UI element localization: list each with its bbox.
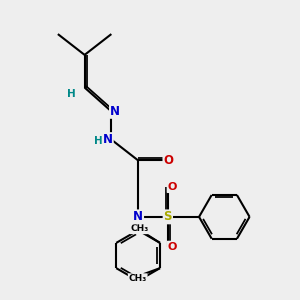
Text: S: S (164, 210, 172, 224)
Text: N: N (133, 210, 143, 224)
Text: CH₃: CH₃ (129, 274, 147, 283)
Text: N: N (103, 133, 113, 146)
Text: O: O (168, 242, 177, 252)
Text: N: N (110, 105, 120, 118)
Text: H: H (67, 88, 76, 98)
Text: H: H (94, 136, 102, 146)
Text: CH₃: CH₃ (130, 224, 148, 233)
Text: O: O (164, 154, 173, 167)
Text: O: O (168, 182, 177, 192)
